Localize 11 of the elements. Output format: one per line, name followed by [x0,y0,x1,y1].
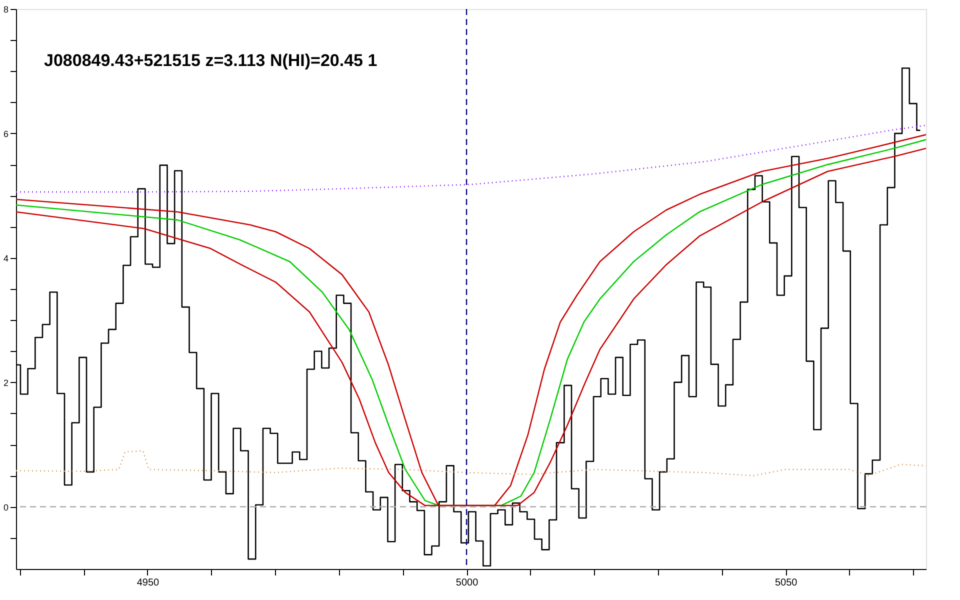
text: J080849.43+521515 z=3.113 N(HI)=20.45 1 [44,51,378,70]
line-series [16,450,926,476]
y-tick-label: 4 [3,253,8,264]
x-tick-label: 5000 [456,578,479,588]
y-tick-label: 2 [3,378,8,388]
x-tick-label: 5050 [774,578,798,588]
y-tick-label: 8 [3,4,8,14]
line-series [16,124,926,193]
y-tick-label: 0 [3,502,8,512]
x-tick-label: 4950 [136,578,160,588]
y-tick-label: 6 [3,128,8,139]
